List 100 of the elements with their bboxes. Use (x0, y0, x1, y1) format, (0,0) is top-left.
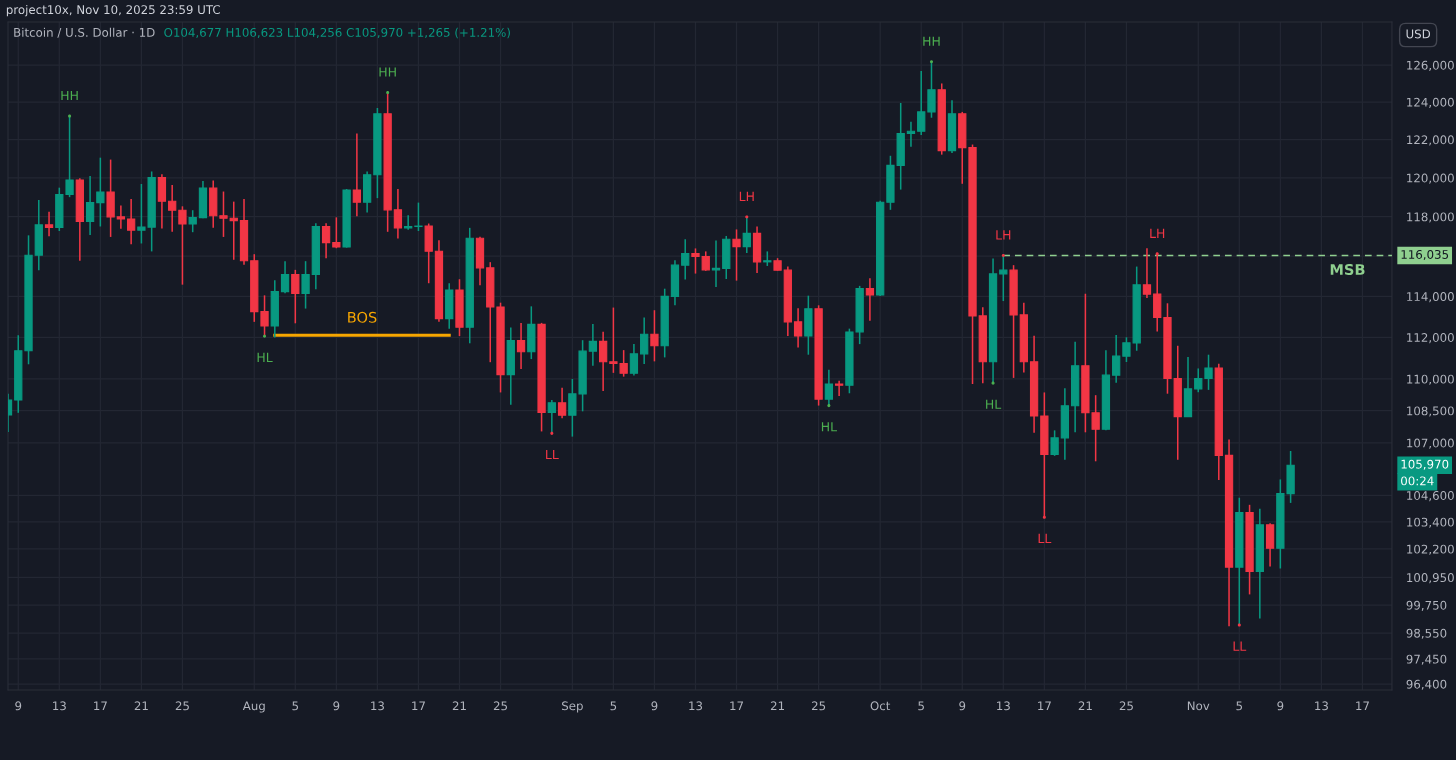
y-tick-label: 96,400 (1406, 679, 1447, 690)
data-label: LH (996, 230, 1011, 240)
x-tick-label: Sep (562, 701, 583, 713)
x-tick-label: Oct (870, 701, 891, 711)
data-label: HL (821, 422, 837, 432)
candlestick (1112, 334, 1121, 384)
y-tick-label: 122,000 (1407, 135, 1454, 146)
y-tick-label: 100,950 (1407, 573, 1454, 584)
candlestick (321, 222, 331, 259)
x-tick-label: 9 (651, 701, 658, 711)
x-tick-label: 13 (53, 701, 66, 711)
candlestick (629, 343, 639, 377)
text: project10x, Nov 10, 2025 23:59 UTC (6, 4, 220, 17)
candlestick (793, 307, 803, 349)
candlestick (1142, 247, 1152, 299)
candlestick (711, 239, 721, 288)
candlestick (701, 250, 710, 272)
y-tick-label: 99,750 (1406, 600, 1447, 611)
candlestick (116, 204, 126, 230)
y-tick-label: 103,400 (1407, 517, 1454, 528)
text: 116,035 (1401, 249, 1449, 261)
chart-subtitle: O104,677 H106,623 L104,256 C105,970 +1,265 (+1.21%) (164, 27, 510, 39)
candlestick (188, 209, 197, 233)
candlestick (650, 309, 659, 363)
data-label: LH (1150, 228, 1165, 238)
candlestick (219, 190, 228, 238)
text: 00:24 (1401, 476, 1434, 486)
x-tick-label: 9 (1277, 701, 1284, 711)
x-tick-label: 25 (175, 701, 189, 711)
point (68, 114, 72, 118)
x-tick-label: 5 (292, 701, 299, 711)
candlestick (1265, 522, 1275, 568)
x-tick-label: 25 (493, 701, 508, 711)
x-tick-label: 25 (1119, 701, 1133, 711)
x-tick-label: 5 (918, 701, 924, 711)
candlestick (691, 247, 700, 275)
x-tick-label: 21 (452, 701, 466, 711)
candlestick (85, 175, 95, 236)
candlestick (332, 216, 341, 249)
y-tick-label: 108,500 (1407, 406, 1454, 417)
point (1042, 515, 1046, 519)
data-label: LL (1038, 533, 1052, 543)
candlestick (516, 322, 526, 370)
candlestick (414, 201, 423, 232)
y-tick-label: 114,000 (1407, 292, 1454, 303)
y-tick-label: 126,000 (1407, 60, 1454, 71)
x-tick-label: 17 (1356, 701, 1369, 711)
data-label: LL (546, 449, 559, 460)
x-tick-label: 13 (371, 701, 384, 711)
data-label: HH (923, 36, 940, 46)
candlestick (301, 260, 310, 310)
text: USD (1406, 29, 1431, 39)
y-tick-label: 102,200 (1407, 544, 1454, 555)
x-tick-label: 5 (610, 701, 617, 711)
x-tick-label: 25 (811, 701, 826, 711)
data-label: LL (1233, 641, 1247, 651)
x-tick-label: 9 (15, 701, 22, 711)
data-label: LH (739, 191, 754, 201)
data-label: HH (379, 67, 396, 77)
candlestick (834, 379, 844, 397)
data-label: HL (986, 399, 1002, 409)
y-tick-label: 97,450 (1406, 654, 1447, 665)
x-tick-label: 13 (1315, 701, 1328, 711)
x-tick-label: 13 (997, 701, 1010, 711)
y-tick-label: 110,000 (1407, 374, 1454, 385)
candlestick (168, 184, 177, 233)
y-tick-label: 118,000 (1407, 212, 1454, 223)
y-tick-label: 107,000 (1407, 438, 1454, 449)
annotation: MSB (1330, 263, 1365, 275)
candlestick (352, 132, 362, 218)
x-tick-label: 17 (94, 701, 107, 711)
x-tick-label: 9 (333, 701, 340, 711)
candlestick (598, 330, 608, 392)
x-tick-label: 21 (770, 701, 784, 711)
candlestick (681, 238, 690, 281)
x-tick-label: Nov (1187, 701, 1210, 711)
candlestick (1050, 429, 1059, 457)
point (386, 90, 390, 95)
candlestick (917, 70, 926, 136)
candlestick (404, 214, 413, 231)
annotation: BOS (348, 311, 377, 323)
candlestick (280, 260, 290, 294)
y-tick-label: 104,600 (1407, 491, 1454, 502)
data-label: HH (61, 90, 78, 101)
y-tick-label: 120,000 (1407, 173, 1454, 184)
text: 105,970 (1401, 459, 1449, 470)
x-tick-label: 17 (412, 701, 425, 711)
candlestick (640, 316, 649, 365)
x-tick-label: 17 (1038, 701, 1051, 711)
chart-title: Bitcoin / U.S. Dollar · 1D (14, 27, 155, 38)
x-tick-label: 21 (134, 701, 148, 711)
candlestick (157, 173, 167, 230)
x-tick-label: 13 (689, 701, 703, 711)
x-tick-label: 21 (1078, 701, 1092, 711)
x-tick-label: 17 (730, 701, 744, 711)
x-tick-label: 5 (1236, 701, 1243, 711)
candlestick (557, 387, 567, 419)
y-tick-label: 112,000 (1407, 333, 1454, 344)
candlestick (126, 198, 136, 246)
candlestick (865, 277, 875, 322)
